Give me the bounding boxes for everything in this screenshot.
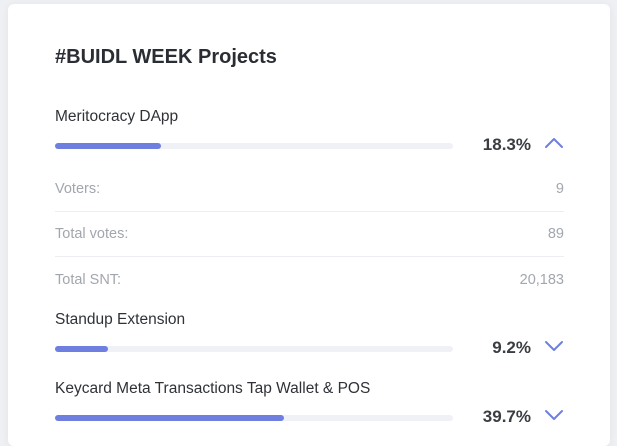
- projects-card: #BUIDL WEEK Projects Meritocracy DApp 18…: [8, 4, 610, 446]
- stat-value: 20,183: [519, 271, 564, 288]
- project-name: Keycard Meta Transactions Tap Wallet & P…: [55, 380, 371, 397]
- stat-label: Total SNT:: [55, 271, 122, 288]
- progress-fill: [55, 143, 161, 149]
- progress-row: 39.7%: [55, 405, 564, 427]
- stat-row-voters: Voters: 9: [55, 167, 564, 212]
- progress-track: [55, 415, 453, 421]
- stat-label: Voters:: [55, 181, 101, 197]
- project-name: Meritocracy DApp: [55, 108, 179, 125]
- chevron-up-icon[interactable]: [544, 136, 564, 150]
- panel-title: #BUIDL WEEK Projects: [55, 46, 277, 68]
- progress-fill: [55, 346, 109, 352]
- progress-row: 9.2%: [55, 336, 564, 358]
- project-keycard-meta-transactions: Keycard Meta Transactions Tap Wallet & P…: [55, 380, 564, 427]
- project-standup-extension: Standup Extension 9.2%: [55, 311, 564, 358]
- chevron-down-icon[interactable]: [544, 339, 564, 353]
- project-name: Standup Extension: [55, 311, 186, 328]
- stat-label: Total votes:: [55, 226, 129, 242]
- percent-label: 9.2%: [492, 338, 531, 357]
- project-meritocracy-dapp: Meritocracy DApp 18.3% Voters: 9 Total v…: [55, 108, 564, 302]
- chevron-down-icon[interactable]: [544, 408, 564, 422]
- progress-fill: [55, 415, 285, 421]
- percent-label: 39.7%: [482, 407, 531, 426]
- stat-row-total-snt: Total SNT: 20,183: [55, 257, 564, 302]
- progress-track: [55, 143, 453, 149]
- stat-value: 9: [555, 181, 564, 197]
- progress-track: [55, 346, 453, 352]
- project-stats: Voters: 9 Total votes: 89 Total SNT: 20,…: [55, 167, 564, 302]
- progress-row: 18.3%: [55, 133, 564, 155]
- stat-value: 89: [547, 226, 564, 242]
- stat-row-total-votes: Total votes: 89: [55, 212, 564, 257]
- percent-label: 18.3%: [482, 135, 531, 154]
